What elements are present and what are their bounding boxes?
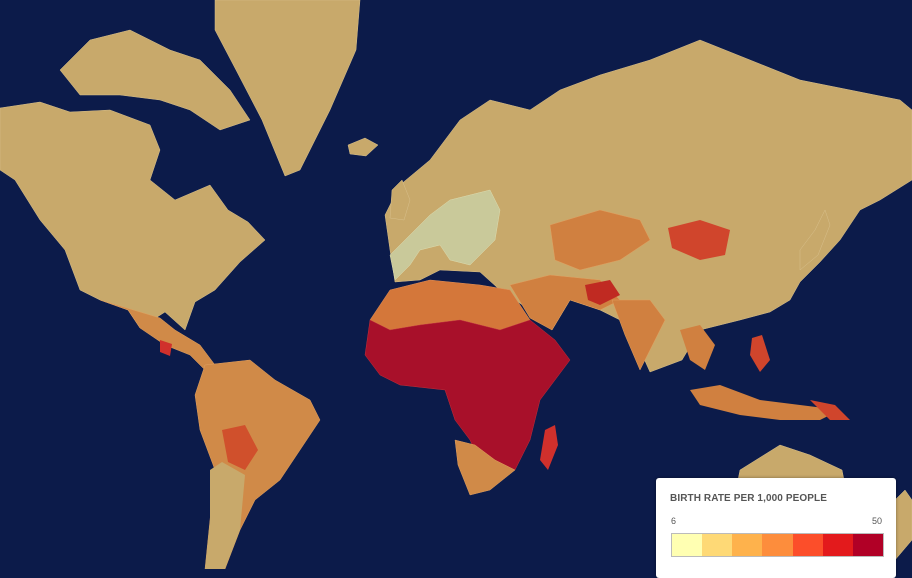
legend-swatch-6 <box>822 534 853 556</box>
legend-color-scale <box>671 533 884 557</box>
philippines[interactable] <box>750 335 770 372</box>
legend-title: BIRTH RATE PER 1,000 PEOPLE <box>670 493 827 504</box>
arctic-islands <box>59 29 251 131</box>
southeast-asia[interactable] <box>680 325 715 370</box>
europe[interactable] <box>389 189 501 281</box>
north-america[interactable] <box>0 101 266 331</box>
legend-swatch-4 <box>762 534 793 556</box>
sub-saharan-africa[interactable] <box>364 319 571 486</box>
guatemala[interactable] <box>160 340 172 356</box>
central-asia[interactable] <box>549 209 651 271</box>
india[interactable] <box>611 299 666 371</box>
chile-argentina[interactable] <box>205 462 245 569</box>
legend: BIRTH RATE PER 1,000 PEOPLE 6 50 <box>656 478 896 578</box>
madagascar[interactable] <box>540 425 558 470</box>
afghanistan[interactable] <box>585 280 620 305</box>
legend-swatch-2 <box>702 534 733 556</box>
legend-swatch-3 <box>732 534 763 556</box>
legend-swatch-7 <box>852 534 883 556</box>
japan[interactable] <box>799 209 831 271</box>
legend-max-label: 50 <box>871 516 882 526</box>
iceland[interactable] <box>347 137 379 157</box>
indonesia[interactable] <box>690 385 840 420</box>
southern-africa[interactable] <box>454 439 516 496</box>
uk[interactable] <box>389 179 411 221</box>
mongolia[interactable] <box>668 220 730 260</box>
legend-swatch-1 <box>672 534 703 556</box>
legend-min-label: 6 <box>671 516 677 526</box>
greenland[interactable] <box>214 0 361 177</box>
papua-new-guinea[interactable] <box>810 400 850 420</box>
bolivia[interactable] <box>222 425 258 470</box>
legend-swatch-5 <box>792 534 823 556</box>
